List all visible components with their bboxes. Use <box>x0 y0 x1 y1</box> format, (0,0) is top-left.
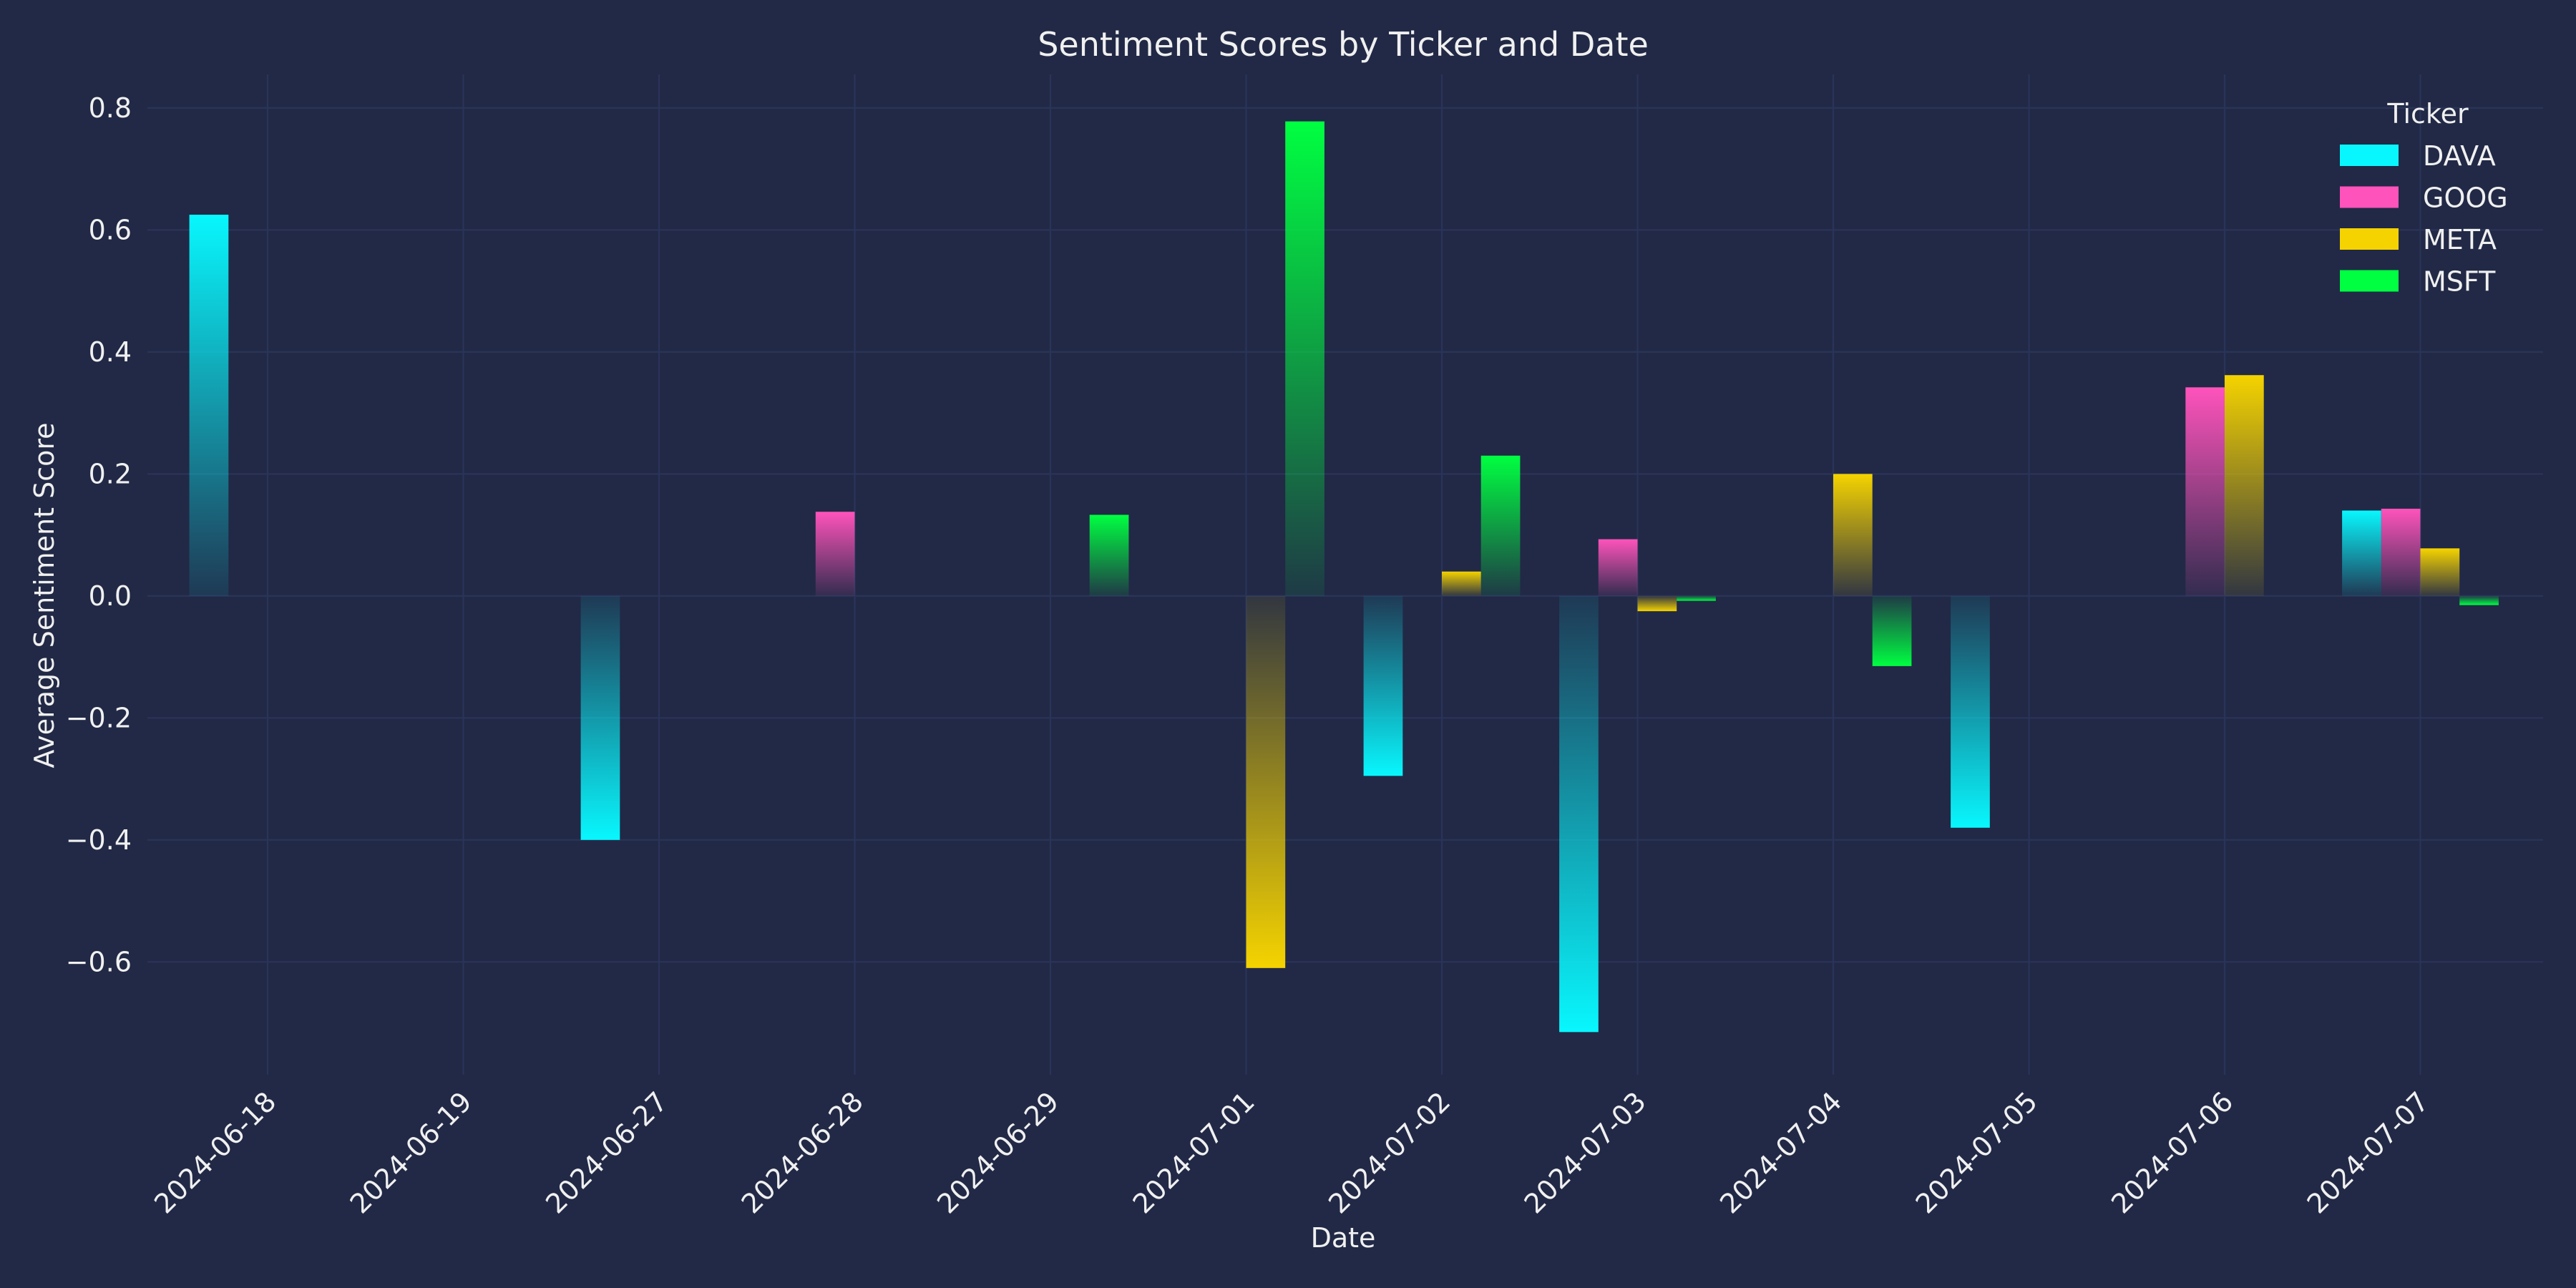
y-tick-label: 0.4 <box>89 336 132 368</box>
y-tick-label: 0.6 <box>89 214 132 245</box>
bar-msft <box>1872 595 1912 666</box>
y-tick-label: 0.8 <box>89 92 132 124</box>
legend-label-msft: MSFT <box>2423 266 2496 298</box>
bar-goog <box>2381 508 2421 596</box>
bar-dava <box>1559 595 1599 1033</box>
y-tick-label: −0.6 <box>66 946 132 977</box>
bar-dava <box>1951 595 1990 828</box>
y-tick-label: 0.0 <box>89 580 132 612</box>
legend-swatch-msft <box>2340 270 2399 292</box>
bars <box>189 121 2499 1033</box>
legend-swatch-dava <box>2340 145 2399 166</box>
bar-meta <box>1637 595 1677 612</box>
bar-dava <box>1363 595 1403 776</box>
legend-swatch-goog <box>2340 186 2399 208</box>
bar-meta <box>1246 595 1286 968</box>
bar-dava <box>2342 510 2381 596</box>
legend: Ticker DAVA GOOG META MSFT <box>2340 98 2508 298</box>
bar-msft <box>1285 121 1324 596</box>
y-axis-ticks: 0.8 0.6 0.4 0.2 0.0 −0.2 −0.4 −0.6 <box>66 92 132 977</box>
legend-label-dava: DAVA <box>2423 140 2496 172</box>
bar-goog <box>1598 539 1638 596</box>
bar-meta <box>2420 548 2460 596</box>
y-tick-label: 0.2 <box>89 458 132 489</box>
bar-dava <box>580 595 620 840</box>
bar-meta <box>1442 571 1481 596</box>
y-axis-label: Average Sentiment Score <box>29 422 60 768</box>
y-tick-label: −0.2 <box>66 702 132 733</box>
legend-label-goog: GOOG <box>2423 182 2508 214</box>
bar-meta <box>2225 375 2264 596</box>
chart-title: Sentiment Scores by Ticker and Date <box>1038 25 1649 64</box>
bar-goog <box>2185 387 2225 596</box>
legend-title: Ticker <box>2386 98 2469 130</box>
legend-swatch-meta <box>2340 228 2399 250</box>
bar-meta <box>1833 474 1873 596</box>
bar-msft <box>2459 595 2499 605</box>
x-axis-label: Date <box>1311 1222 1376 1254</box>
y-tick-label: −0.4 <box>66 824 132 856</box>
legend-label-meta: META <box>2423 224 2497 255</box>
bar-msft <box>1089 514 1129 596</box>
bar-goog <box>815 512 855 596</box>
bar-msft <box>1677 595 1716 601</box>
bar-msft <box>1480 455 1521 596</box>
bar-dava <box>189 215 229 596</box>
